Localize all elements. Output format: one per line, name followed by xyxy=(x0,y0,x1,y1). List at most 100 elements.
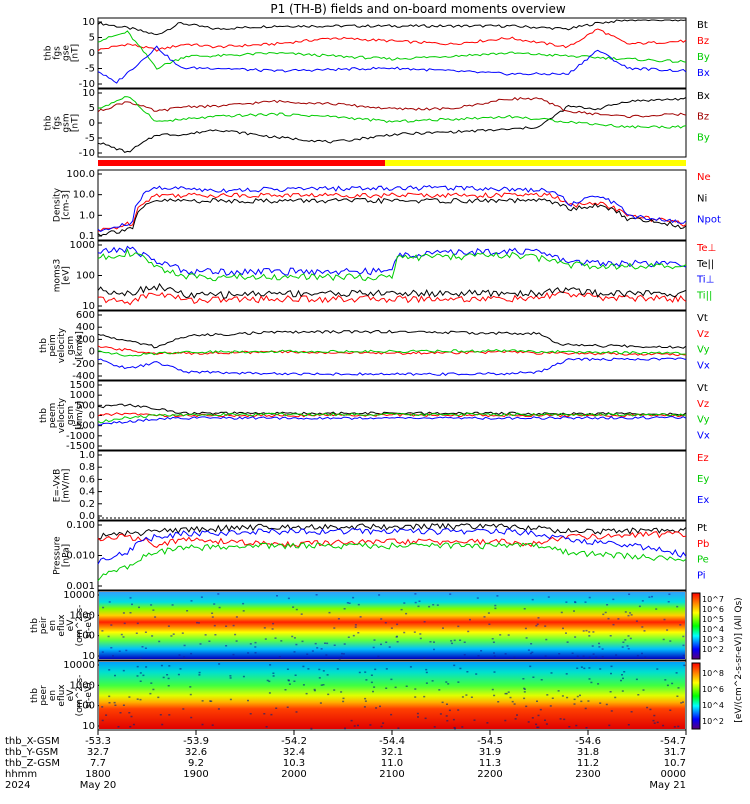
spectrogram-pixel xyxy=(627,635,630,637)
legend-label: Te|| xyxy=(696,259,714,270)
series-line-Vt xyxy=(97,329,687,349)
spectrogram-pixel xyxy=(405,685,408,687)
time-axis-value: 10.3 xyxy=(283,758,305,769)
y-axis-label: [km/s] xyxy=(75,331,85,360)
spectrogram-pixel xyxy=(254,641,257,644)
spectrogram-pixel xyxy=(414,593,417,595)
spectrogram-pixel xyxy=(491,638,494,640)
spectrogram-pixel xyxy=(390,713,393,716)
spectrogram-pixel xyxy=(225,625,228,627)
panel-3: Density [cm-3] 100.0 10.0 1.0 0.1 Ne Ni Npot xyxy=(53,169,721,242)
spectrogram-pixel xyxy=(201,700,204,702)
spectrogram-pixel xyxy=(549,705,552,707)
spectrogram-pixel xyxy=(486,722,489,724)
legend-label: Vt xyxy=(697,313,708,324)
y-tick-label: 10 xyxy=(82,17,95,28)
spectrogram-pixel xyxy=(584,601,587,603)
series-line-Vy xyxy=(97,348,686,357)
spectrogram-pixel xyxy=(342,700,345,703)
spectrogram-pixel xyxy=(338,657,341,660)
panel-frame xyxy=(97,169,687,241)
spectrogram-pixel xyxy=(637,694,640,696)
y-axis-label: gsm xyxy=(66,336,76,355)
y-tick-label: 10000 xyxy=(63,590,95,601)
spectrogram-pixel xyxy=(293,637,296,639)
spectrogram-pixel xyxy=(525,705,528,708)
spectrogram-pixel xyxy=(364,671,367,673)
spectrogram-pixel xyxy=(380,643,382,646)
spectrogram-pixel xyxy=(161,723,164,726)
spectrogram-pixel xyxy=(457,625,460,628)
spectrogram-pixel xyxy=(467,630,470,633)
spectrogram-pixel xyxy=(403,602,406,604)
spectrogram-image xyxy=(99,592,685,659)
spectrogram-pixel xyxy=(565,601,568,603)
colorbar-tick-label: 10^2 xyxy=(702,645,724,654)
spectrogram-pixel xyxy=(683,664,686,667)
spectrogram-pixel xyxy=(129,612,132,614)
spectrogram-pixel xyxy=(652,719,655,722)
spectrogram-pixel xyxy=(414,601,417,604)
spectrogram-pixel xyxy=(539,708,542,711)
y-axis-label: [eV] xyxy=(62,266,72,285)
y-axis-label: Pressure xyxy=(53,536,63,575)
spectrogram-pixel xyxy=(416,712,419,715)
time-axis-value: 0000 xyxy=(661,769,686,780)
spectrogram-pixel xyxy=(504,653,507,655)
spectrogram-pixel xyxy=(120,633,123,636)
spectrogram-pixel xyxy=(403,631,406,634)
spectrogram-pixel xyxy=(272,672,275,674)
y-tick-label: 1000 xyxy=(70,240,95,251)
spectrogram-pixel xyxy=(114,674,116,677)
spectrogram-pixel xyxy=(280,640,283,642)
spectrogram-pixel xyxy=(423,621,426,623)
y-tick-label: 10000 xyxy=(63,660,95,671)
spectrogram-pixel xyxy=(370,681,373,684)
y-axis-label: E=-VxB xyxy=(53,469,63,503)
spectrogram-pixel xyxy=(507,634,510,636)
spectrogram-pixel xyxy=(302,684,305,686)
spectrogram-pixel xyxy=(275,707,278,709)
spectrogram-pixel xyxy=(107,635,110,638)
spectrogram-pixel xyxy=(585,629,588,632)
spectrogram-pixel xyxy=(673,726,676,728)
spectrogram-pixel xyxy=(656,721,659,724)
spectrogram-pixel xyxy=(428,605,431,608)
legend-label: By xyxy=(697,132,710,143)
spectrogram-pixel xyxy=(641,652,643,655)
spectrogram-pixel xyxy=(136,622,139,625)
time-axis-value: 11.0 xyxy=(381,758,403,769)
spectrogram-pixel xyxy=(385,641,388,643)
spectrogram-pixel xyxy=(667,601,670,603)
spectrogram-pixel xyxy=(232,653,235,656)
spectrogram-pixel xyxy=(112,655,114,657)
y-tick-label: 10 xyxy=(82,651,95,662)
spectrogram-pixel xyxy=(359,616,362,618)
spectrogram-pixel xyxy=(557,690,560,692)
spectrogram-pixel xyxy=(466,671,469,673)
spectrogram-pixel xyxy=(524,627,527,630)
y-axis-label: Density xyxy=(53,187,63,222)
y-axis-label: thb xyxy=(39,408,49,423)
spectrogram-pixel xyxy=(612,598,615,601)
spectrogram-pixel xyxy=(213,603,216,605)
y-axis-label: [nT] xyxy=(71,44,81,62)
spectrogram-pixel xyxy=(167,625,170,627)
y-tick-label: 0.4 xyxy=(79,487,95,498)
spectrogram-pixel xyxy=(101,706,104,708)
y-tick-label: 600 xyxy=(76,310,95,321)
time-axis-row-label: hhmm xyxy=(5,769,37,780)
spectrogram-pixel xyxy=(609,691,612,693)
spectrogram-pixel xyxy=(609,635,612,637)
spectrogram-pixel xyxy=(138,606,140,609)
series-line-Ni xyxy=(97,197,687,237)
spectrogram-pixel xyxy=(295,608,298,611)
spectrogram-pixel xyxy=(119,712,122,714)
spectrogram-pixel xyxy=(535,625,538,627)
spectrogram-pixel xyxy=(432,604,435,606)
spectrogram-pixel xyxy=(677,687,680,689)
spectrogram-pixel xyxy=(372,646,375,649)
spectrogram-pixel xyxy=(352,634,355,637)
spectrogram-pixel xyxy=(196,621,198,624)
spectrogram-pixel xyxy=(305,692,308,695)
